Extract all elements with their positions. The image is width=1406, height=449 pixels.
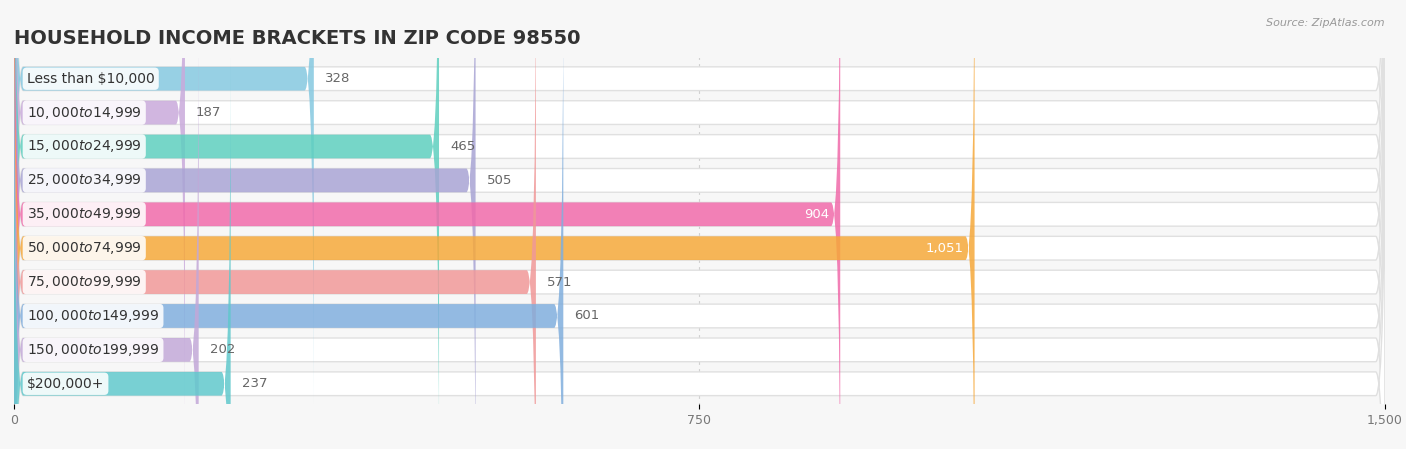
Text: $10,000 to $14,999: $10,000 to $14,999 <box>27 105 142 121</box>
Text: 328: 328 <box>325 72 350 85</box>
Text: Less than $10,000: Less than $10,000 <box>27 72 155 86</box>
Text: $75,000 to $99,999: $75,000 to $99,999 <box>27 274 142 290</box>
FancyBboxPatch shape <box>14 0 1385 449</box>
Text: 1,051: 1,051 <box>925 242 963 255</box>
FancyBboxPatch shape <box>14 0 439 449</box>
FancyBboxPatch shape <box>14 0 314 406</box>
Text: $35,000 to $49,999: $35,000 to $49,999 <box>27 206 142 222</box>
Text: 505: 505 <box>486 174 512 187</box>
FancyBboxPatch shape <box>14 0 1385 449</box>
Text: $100,000 to $149,999: $100,000 to $149,999 <box>27 308 159 324</box>
Text: $25,000 to $34,999: $25,000 to $34,999 <box>27 172 142 189</box>
FancyBboxPatch shape <box>14 0 536 449</box>
FancyBboxPatch shape <box>14 0 974 449</box>
Text: $15,000 to $24,999: $15,000 to $24,999 <box>27 138 142 154</box>
Text: 237: 237 <box>242 377 267 390</box>
FancyBboxPatch shape <box>14 23 1385 449</box>
FancyBboxPatch shape <box>14 0 1385 449</box>
FancyBboxPatch shape <box>14 0 1385 449</box>
Text: 904: 904 <box>804 208 830 221</box>
FancyBboxPatch shape <box>14 0 1385 440</box>
FancyBboxPatch shape <box>14 0 186 440</box>
FancyBboxPatch shape <box>14 0 841 449</box>
FancyBboxPatch shape <box>14 0 1385 449</box>
FancyBboxPatch shape <box>14 0 564 449</box>
Text: 187: 187 <box>195 106 221 119</box>
Text: Source: ZipAtlas.com: Source: ZipAtlas.com <box>1267 18 1385 28</box>
Text: 202: 202 <box>209 343 235 357</box>
FancyBboxPatch shape <box>14 57 1385 449</box>
Text: HOUSEHOLD INCOME BRACKETS IN ZIP CODE 98550: HOUSEHOLD INCOME BRACKETS IN ZIP CODE 98… <box>14 30 581 48</box>
Text: $150,000 to $199,999: $150,000 to $199,999 <box>27 342 159 358</box>
Text: 465: 465 <box>450 140 475 153</box>
FancyBboxPatch shape <box>14 23 198 449</box>
FancyBboxPatch shape <box>14 0 1385 406</box>
FancyBboxPatch shape <box>14 57 231 449</box>
Text: 571: 571 <box>547 276 572 289</box>
FancyBboxPatch shape <box>14 0 1385 449</box>
Text: $50,000 to $74,999: $50,000 to $74,999 <box>27 240 142 256</box>
FancyBboxPatch shape <box>14 0 475 449</box>
Text: 601: 601 <box>574 309 599 322</box>
Text: $200,000+: $200,000+ <box>27 377 104 391</box>
